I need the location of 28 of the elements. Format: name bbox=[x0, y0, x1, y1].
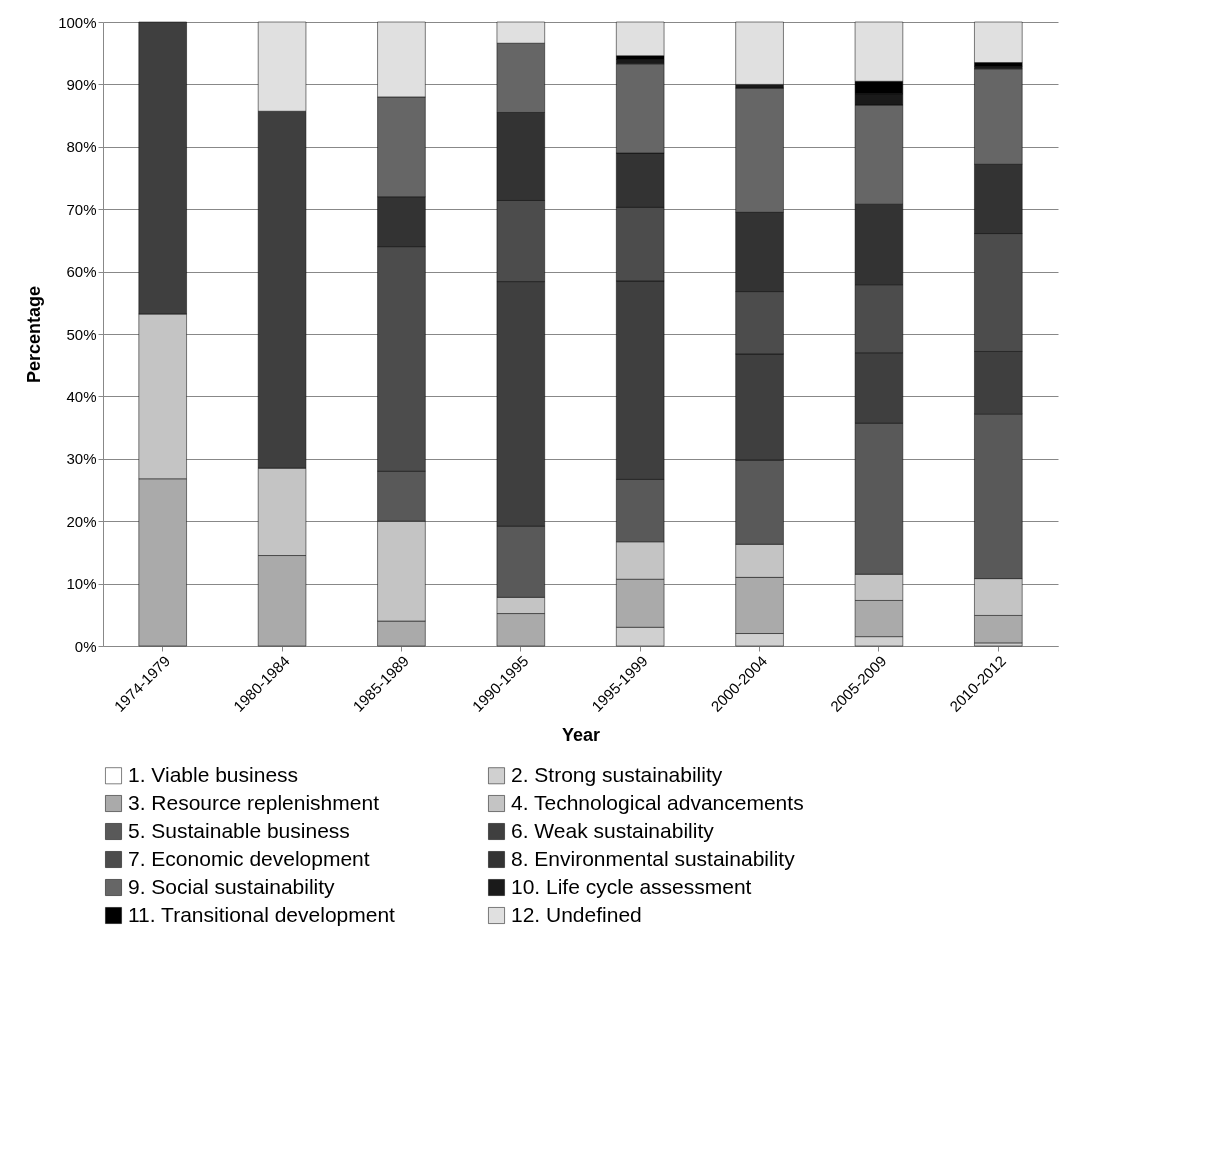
legend-label: 3. Resource replenishment bbox=[128, 790, 380, 814]
legend-label: 5. Sustainable business bbox=[128, 818, 350, 842]
y-tick-label: 40% bbox=[66, 387, 97, 405]
bar bbox=[974, 21, 1023, 63]
x-axis-title: Year bbox=[561, 724, 601, 745]
legend-label: 4. Technological advancements bbox=[511, 790, 804, 814]
y-tick-label: 30% bbox=[66, 450, 97, 468]
y-tick-label: 20% bbox=[66, 512, 97, 530]
legend-label: 11. Transitional development bbox=[128, 902, 396, 926]
legend-label: 1. Viable business bbox=[128, 762, 299, 786]
bar bbox=[735, 21, 784, 85]
y-tick-label: 100% bbox=[58, 13, 97, 31]
y-tick-label: 10% bbox=[66, 575, 97, 593]
y-tick-label: 50% bbox=[66, 325, 97, 343]
y-tick-label: 70% bbox=[66, 200, 97, 218]
legend-label: 2. Strong sustainability bbox=[511, 762, 723, 786]
y-tick-label: 60% bbox=[66, 263, 97, 281]
y-tick-label: 80% bbox=[66, 138, 97, 156]
legend-label: 10. Life cycle assessment bbox=[511, 874, 752, 898]
legend-label: 12. Undefined bbox=[511, 902, 642, 926]
legend-label: 8. Environmental sustainability bbox=[511, 846, 796, 870]
y-axis-title: Percentage bbox=[24, 285, 45, 384]
legend-label: 7. Economic development bbox=[128, 846, 370, 870]
y-tick-label: 90% bbox=[66, 75, 97, 93]
legend-label: 9. Social sustainability bbox=[128, 874, 336, 898]
legend-label: 6. Weak sustainability bbox=[511, 818, 715, 842]
bar bbox=[616, 21, 665, 56]
y-tick-label: 0% bbox=[74, 637, 97, 655]
